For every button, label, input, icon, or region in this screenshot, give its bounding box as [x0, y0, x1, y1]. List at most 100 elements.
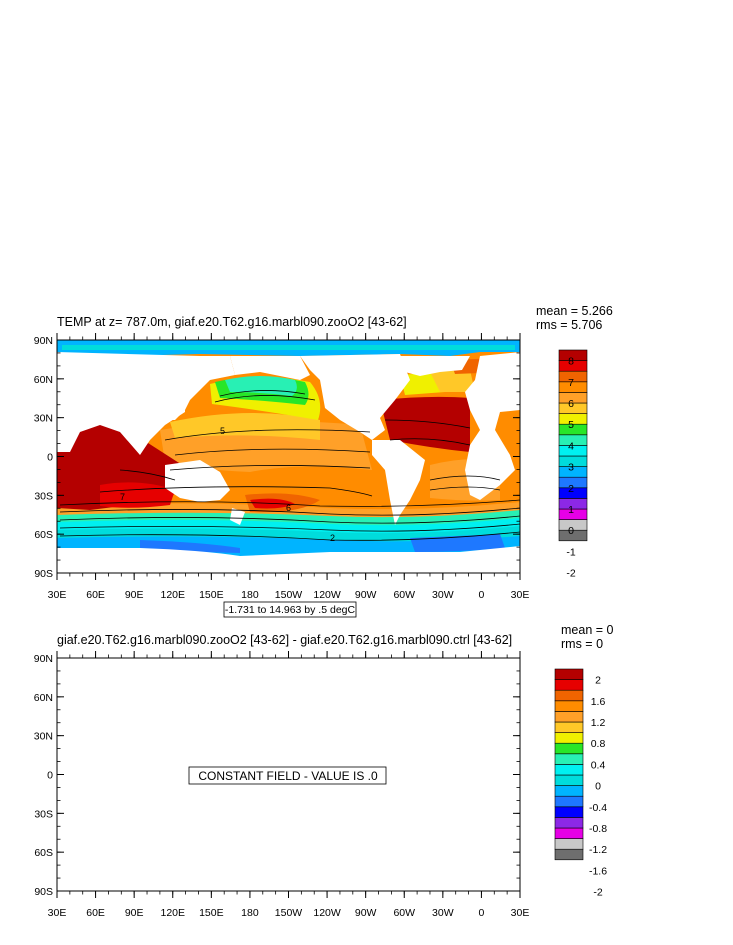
top-title: TEMP at z= 787.0m, giaf.e20.T62.g16.marb…: [57, 315, 407, 329]
bottom-mean: mean = 0: [561, 623, 614, 637]
top-colorbar: 8 7 6 5 4 3 2 1 0 -1 -2: [558, 349, 588, 580]
lon-label: 30E: [511, 589, 530, 601]
lat-label: 60N: [34, 374, 53, 386]
colorbar-label: -0.4: [589, 802, 607, 814]
colorbar-label: -1: [566, 546, 575, 558]
lon-label: 0: [478, 907, 484, 919]
constant-field-message: CONSTANT FIELD - VALUE IS .0: [198, 769, 378, 783]
colorbar-box: [554, 838, 584, 850]
colorbar-box: [554, 795, 584, 808]
lat-label: 90N: [34, 653, 53, 665]
top-contour-info: -1.731 to 14.963 by .5 degC: [225, 604, 356, 616]
lat-label: 0: [47, 452, 53, 464]
colorbar-box: [554, 817, 584, 829]
colorbar-label: -1.6: [589, 865, 607, 877]
lon-label: 120W: [313, 589, 341, 601]
top-contour-label-5: 5: [220, 426, 225, 436]
lon-label: 90E: [125, 907, 144, 919]
colorbar-label: 0.8: [591, 738, 606, 750]
lon-label: 30E: [511, 907, 530, 919]
colorbar-label: 1.2: [591, 717, 606, 729]
lon-label: 60E: [86, 907, 105, 919]
colorbar-label: 0: [595, 781, 601, 793]
colorbar-box: [554, 679, 584, 691]
colorbar-label: 8: [568, 356, 574, 368]
colorbar-label: 7: [568, 377, 574, 389]
lon-label: 60W: [393, 589, 415, 601]
lon-label: 180: [241, 907, 259, 919]
top-lat-ticks: 90N 60N 30N 0 30S 60S 90S: [34, 335, 520, 580]
lon-label: 30E: [48, 589, 67, 601]
lat-label: 30N: [34, 731, 53, 743]
colorbar-label: 0.4: [591, 759, 606, 771]
lon-label: 0: [478, 589, 484, 601]
top-contour-label-6: 6: [286, 503, 291, 513]
lat-label: 60N: [34, 692, 53, 704]
lon-label: 30E: [48, 907, 67, 919]
lon-label: 150E: [199, 589, 224, 601]
lon-label: 90E: [125, 589, 144, 601]
colorbar-label: 5: [568, 419, 574, 431]
lon-label: 120E: [160, 907, 185, 919]
bottom-panel: giaf.e20.T62.g16.marbl090.zooO2 [43-62] …: [34, 623, 614, 919]
top-panel: TEMP at z= 787.0m, giaf.e20.T62.g16.marb…: [34, 304, 613, 618]
lon-label: 120W: [313, 907, 341, 919]
colorbar-box: [554, 732, 584, 744]
colorbar-label: 4: [568, 440, 574, 452]
lat-label: 0: [47, 770, 53, 782]
top-map-field: 5 6 7 2: [57, 340, 520, 573]
colorbar-label: 1: [568, 504, 574, 516]
top-contours: [59, 390, 520, 541]
constant-field-box: [188, 766, 387, 785]
lat-label: 90N: [34, 335, 53, 347]
lat-label: 60S: [34, 529, 53, 541]
top-contour-label-7: 7: [120, 492, 125, 502]
colorbar-label: -1.2: [589, 844, 607, 856]
lon-label: 60W: [393, 907, 415, 919]
colorbar-label: 3: [568, 462, 574, 474]
bottom-colorbar: 2 1.6 1.2 0.8 0.4 0 -0.4 -0.8 -1.2 -1.6 -2: [554, 668, 607, 899]
colorbar-box: [554, 668, 584, 680]
colorbar-label: -2: [593, 887, 602, 899]
lat-label: 90S: [34, 886, 53, 898]
top-land: [57, 352, 520, 573]
top-contour-label-2: 2: [330, 533, 335, 543]
colorbar-box: [554, 742, 584, 755]
top-mean: mean = 5.266: [536, 304, 613, 318]
colorbar-label: 0: [568, 525, 574, 537]
lon-label: 150W: [275, 907, 303, 919]
lon-label: 150W: [275, 589, 303, 601]
lon-label: 90W: [355, 907, 377, 919]
lon-label: 60E: [86, 589, 105, 601]
colorbar-box: [554, 700, 584, 712]
lon-label: 180: [241, 589, 259, 601]
lat-label: 30N: [34, 413, 53, 425]
colorbar-label: -0.8: [589, 823, 607, 835]
top-contour-info-box: [223, 601, 357, 618]
colorbar-box: [558, 349, 588, 361]
lat-label: 30S: [34, 490, 53, 502]
colorbar-box: [554, 785, 584, 797]
top-rms: rms = 5.706: [536, 318, 602, 332]
colorbar-box: [554, 774, 584, 786]
colorbar-box: [554, 721, 584, 733]
colorbar-label: 2: [568, 483, 574, 495]
colorbar-box: [554, 848, 584, 861]
bottom-rms: rms = 0: [561, 637, 603, 651]
colorbar-box: [554, 764, 584, 776]
colorbar-label: 2: [595, 675, 601, 687]
top-lon-ticks: 30E 60E 90E 120E 150E 180 150W 120W 90W 60W 30W 0 30…: [48, 333, 530, 601]
colorbar-box: [554, 689, 584, 702]
colorbar-box: [554, 806, 584, 818]
bottom-lon-ticks: 30E 60E 90E 120E 150E 180 150W 120W 90W 60W 30W 0 30…: [48, 651, 530, 919]
lat-label: 60S: [34, 847, 53, 859]
lat-label: 30S: [34, 808, 53, 820]
colorbar-label: 1.6: [591, 696, 606, 708]
lat-label: 90S: [34, 568, 53, 580]
bottom-title: giaf.e20.T62.g16.marbl090.zooO2 [43-62] …: [57, 633, 512, 647]
lon-label: 150E: [199, 907, 224, 919]
lon-label: 90W: [355, 589, 377, 601]
colorbar-box: [554, 711, 584, 723]
lon-label: 120E: [160, 589, 185, 601]
